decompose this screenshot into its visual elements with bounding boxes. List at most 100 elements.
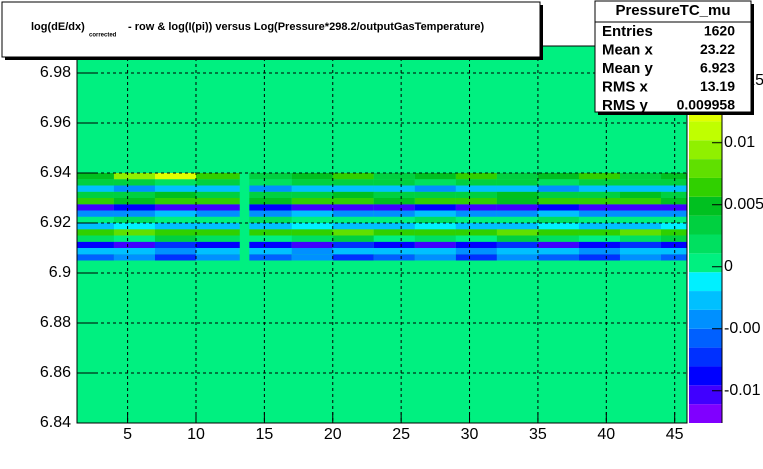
palette-box [689,121,722,141]
heat-cell [373,198,415,205]
heat-cell [496,216,538,223]
stats-label: Mean x [602,41,654,58]
heat-cell [249,179,292,186]
heat-cell [619,254,662,261]
heat-cell [77,216,114,223]
heat-cell [619,210,662,217]
heat-cell [291,216,333,223]
heat-cell [291,248,333,255]
heat-cell [77,204,114,211]
heat-cell [578,229,620,236]
heat-cell [619,223,662,230]
heat-cell [249,229,292,236]
heat-cell [496,210,538,217]
heat-cell [455,241,497,248]
heat-cell [578,210,620,217]
heat-cell [578,185,620,192]
heat-cell [332,216,374,223]
heat-cell [661,235,687,242]
heat-cell [496,229,538,236]
heat-cell [455,216,497,223]
heat-cell [332,179,374,186]
heat-cell [195,191,240,198]
palette-box [689,385,722,405]
heat-cell [195,173,240,180]
heat-cell [619,204,662,211]
y-tick-label: 6.98 [40,64,71,81]
palette-box [689,196,722,216]
heat-cell [619,235,662,242]
stats-box [594,0,752,113]
stats-value: 13.19 [700,78,735,94]
title-rest: - row & log(I(pi)) versus Log(Pressure*2… [128,21,484,33]
z-tick-label: -0.00 [724,320,761,337]
heat-cell [619,173,662,180]
heat-cell [455,204,497,211]
heat-cell [249,198,292,205]
heat-cell [195,223,240,230]
heat-cell [414,216,456,223]
heat-cell [661,241,687,248]
heat-cell [578,179,620,186]
heat-cell [154,210,196,217]
y-tick-label: 6.9 [49,264,71,281]
heat-cell [373,191,415,198]
heat-cell [373,235,415,242]
heat-cell [77,210,114,217]
heat-cell [619,191,662,198]
heat-cell [332,185,374,192]
heat-cell [455,210,497,217]
heat-cell [77,179,114,186]
heat-cell [77,173,114,180]
heat-cell [578,173,620,180]
heat-cell [332,235,374,242]
x-tick-label: 35 [529,426,547,443]
x-tick-label: 5 [123,426,132,443]
heat-cell [414,241,456,248]
heat-cell [113,254,155,261]
heat-cell [537,198,579,205]
heat-cell [661,229,687,236]
heat-cell [537,241,579,248]
heat-cell [496,179,538,186]
heat-cell [195,235,240,242]
heat-cell [154,185,196,192]
stats-label: RMS y [602,97,649,114]
z-tick-label: -0.01 [724,382,761,399]
heat-cell [154,248,196,255]
heat-cell [537,185,579,192]
heat-cell [578,216,620,223]
heat-cell [291,191,333,198]
heat-cell [455,198,497,205]
x-tick-label: 25 [392,426,410,443]
title-box [1,1,541,58]
heat-cell [661,204,687,211]
heat-cell [414,179,456,186]
heat-cell [249,173,292,180]
heat-cell [619,198,662,205]
heat-cell [496,248,538,255]
palette-box [689,253,722,273]
heat-cell [113,210,155,217]
heat-cell [291,223,333,230]
heat-cell [578,241,620,248]
y-tick-label: 6.86 [40,364,71,381]
heat-cell [249,235,292,242]
heat-cell [113,191,155,198]
palette-box [689,347,722,367]
heat-cell [332,248,374,255]
heat-cell [455,254,497,261]
heat-cell [154,198,196,205]
heat-cell [113,241,155,248]
heat-cell [195,229,240,236]
heat-cell [414,173,456,180]
heat-cell [113,248,155,255]
heat-cell [619,248,662,255]
stats-label: RMS x [602,78,649,95]
heat-cell [77,235,114,242]
heat-cell [537,216,579,223]
heat-cell [537,254,579,261]
heat-cell [291,185,333,192]
heat-cell [154,204,196,211]
